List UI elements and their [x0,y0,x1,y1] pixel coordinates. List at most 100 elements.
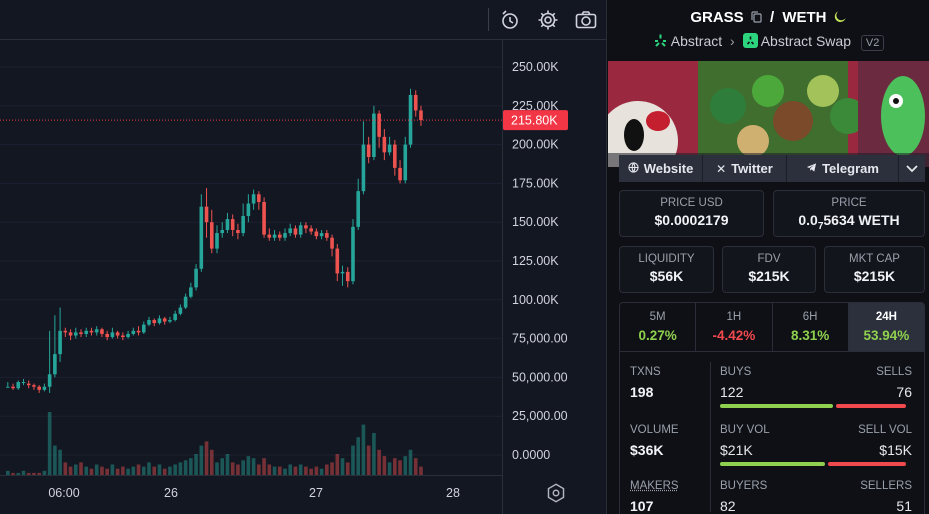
price-suffix: 5634 WETH [823,212,899,228]
chain-link[interactable]: Abstract [671,33,722,49]
volume-bar [325,465,329,476]
replay-icon[interactable] [498,8,522,32]
gear-icon[interactable] [536,8,560,32]
volume-bar [346,462,350,475]
fdv-box: FDV $215K [722,246,816,293]
candle-body [335,249,339,274]
candle-body [74,332,78,335]
volume-bar [152,467,156,475]
candle-body [346,272,350,281]
candle-body [257,194,261,202]
chart-settings-icon[interactable] [545,482,569,506]
candle-body [105,334,109,337]
buyers-value: 82 [720,498,736,514]
mktcap-box: MKT CAP $215K [824,246,925,293]
volume-bar [147,462,151,475]
volume-bar [37,473,41,475]
telegram-icon [806,161,817,176]
candle-body [362,145,366,192]
globe-icon [628,161,639,176]
volume-bar [356,437,360,475]
candle-body [126,334,130,337]
social-links: Website ✕ Twitter Telegram [619,155,925,182]
more-links-dropdown[interactable] [899,155,925,182]
candle-body [367,145,371,157]
time-tick-label: 06:00 [48,486,79,500]
tab-1h[interactable]: 1H -4.42% [696,303,772,351]
candle-body [351,227,355,281]
volume-bar [48,412,52,475]
volume-bar [367,446,371,475]
candle-body [320,233,324,236]
volume-bar [320,469,324,475]
quote-token: WETH [782,9,826,26]
buys-value: 122 [720,384,743,400]
fdv-label: FDV [723,253,815,265]
candle-body [152,320,156,323]
sellvol-ratio-bar [828,462,906,466]
candle-body [22,382,26,383]
volume-bar [105,469,109,475]
volume-bar [132,467,136,475]
price-tick-label: 0.0000 [512,448,550,462]
candle-body [294,228,298,234]
volume-bar [304,467,308,475]
buyvol-label: BUY VOL [720,424,770,436]
website-button[interactable]: Website [619,155,703,182]
candle-body [90,331,94,333]
volume-bar [173,465,177,476]
price-tick-label: 75,000.00 [512,332,568,346]
volume-bar [388,462,392,475]
camera-icon[interactable] [574,8,598,32]
sells-value: 76 [896,384,912,400]
candle-body [147,320,151,325]
volume-bar [79,462,83,475]
candle-body [100,329,104,334]
volume-bar [58,450,62,475]
candle-body [414,95,418,111]
candlestick-chart[interactable]: 250.00K 225.00K 200.00K 175.00K 150.00K 125.0… [0,0,606,514]
candle-body [116,332,120,335]
volume-bar [403,456,407,475]
tab-6h[interactable]: 6H 8.31% [773,303,849,351]
volume-bar [16,473,20,475]
tab-24h[interactable]: 24H 53.94% [849,303,924,351]
candle-body [43,387,47,390]
volume-bar [315,467,319,475]
stats-grid: TXNS 198 BUYS 122 SELLS 76 VOLUME $36K B… [619,352,925,514]
volume-bar [335,454,339,475]
tab-5m[interactable]: 5M 0.27% [620,303,696,351]
candle-body [184,297,188,308]
volume-bar [200,446,204,475]
candle-body [27,384,31,386]
candle-body [142,325,146,333]
volume-bar [231,462,235,475]
volume-bar [11,473,15,475]
candle-body [356,191,360,227]
volume-bar [116,469,120,475]
candle-body [309,228,313,231]
candle-body [330,238,334,249]
candle-body [268,235,272,238]
buyvol-value: $21K [720,442,753,458]
copy-icon[interactable] [751,10,762,27]
volume-bar [142,467,146,475]
volume-bar [419,467,423,475]
volume-bar [32,473,36,475]
stats-divider [710,362,711,512]
candle-body [315,232,319,237]
candle-body [205,207,209,223]
chevron-right-icon: › [730,33,735,49]
volume-bar [351,446,355,475]
telegram-button[interactable]: Telegram [787,155,899,182]
abstract-swap-icon [743,33,758,48]
price-chart[interactable]: 250.00K 225.00K 200.00K 175.00K 150.00K 125.0… [0,0,606,514]
change-5m: 0.27% [620,328,695,343]
dex-link[interactable]: Abstract Swap [761,33,851,49]
price-tick-label: 200.00K [512,138,559,152]
price-usd-value: $0.0002179 [620,212,763,228]
twitter-button[interactable]: ✕ Twitter [703,155,787,182]
breadcrumb: Abstract › Abstract Swap V2 [607,33,929,51]
volume-bar [247,456,251,475]
volume-bar [100,467,104,475]
